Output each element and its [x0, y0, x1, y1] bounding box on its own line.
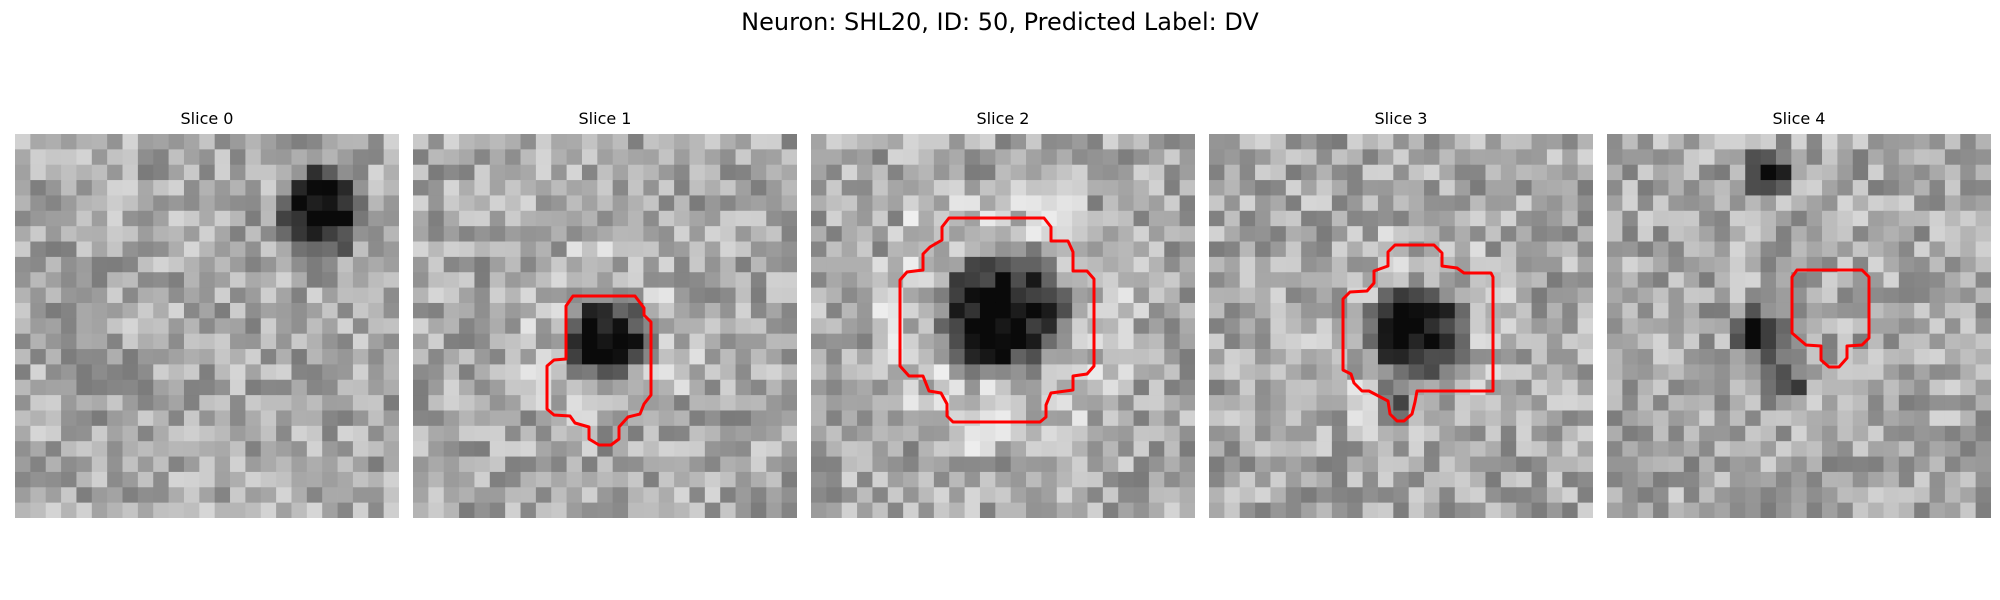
- figure-title: Neuron: SHL20, ID: 50, Predicted Label: …: [741, 8, 1259, 36]
- slice-image-4: [1607, 134, 1991, 518]
- slice-title-3: Slice 3: [1374, 109, 1428, 128]
- slice-title-2: Slice 2: [976, 109, 1030, 128]
- slice-title-1: Slice 1: [578, 109, 632, 128]
- roi-contour-3: [1341, 243, 1495, 423]
- slice-image-1: [413, 134, 797, 518]
- slice-title-0: Slice 0: [180, 109, 234, 128]
- roi-contour-4: [1790, 268, 1871, 369]
- roi-contour-1: [545, 294, 653, 447]
- slice-image-3: [1209, 134, 1593, 518]
- slice-image-2: [811, 134, 1195, 518]
- slice-image-0: [15, 134, 399, 518]
- slice-title-4: Slice 4: [1772, 109, 1826, 128]
- roi-contour-2: [898, 216, 1096, 424]
